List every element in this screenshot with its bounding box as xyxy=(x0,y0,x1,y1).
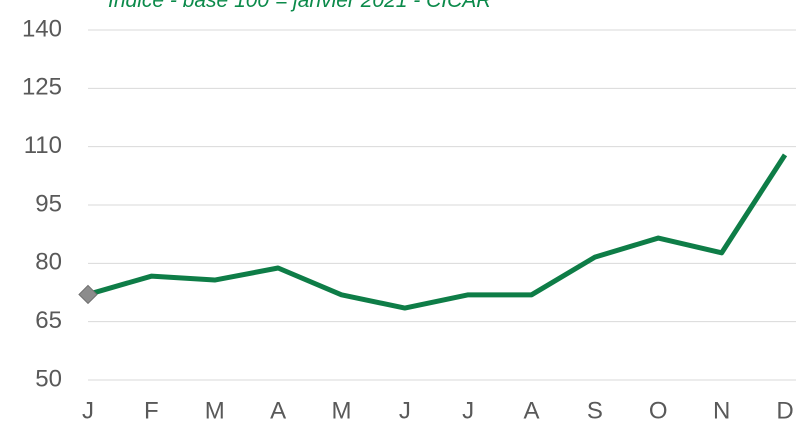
y-tick-label: 125 xyxy=(22,74,62,101)
y-tick-label: 95 xyxy=(35,190,62,217)
y-tick-label: 50 xyxy=(35,365,62,392)
x-tick-label: J xyxy=(399,397,411,424)
x-tick-label: S xyxy=(587,397,603,424)
y-tick-label: 80 xyxy=(35,249,62,276)
y-tick-label: 110 xyxy=(24,132,62,159)
x-tick-label: M xyxy=(331,397,351,424)
line xyxy=(87,153,788,311)
x-tick-label: O xyxy=(649,397,668,424)
marker xyxy=(78,284,98,305)
x-tick-label: F xyxy=(144,397,159,424)
x-tick-label: N xyxy=(713,397,730,424)
x-tick-label: M xyxy=(205,397,225,424)
x-tick-label: J xyxy=(462,397,474,424)
x-tick-label: A xyxy=(270,397,286,424)
chart-title: Indice - base 100 = janvier 2021 - CICAR xyxy=(108,0,491,12)
x-tick-label: A xyxy=(524,397,540,424)
x-tick-label: D xyxy=(776,397,793,424)
y-tick-label: 140 xyxy=(22,15,62,42)
y-tick-label: 65 xyxy=(35,307,62,334)
x-tick-label: J xyxy=(82,397,94,424)
